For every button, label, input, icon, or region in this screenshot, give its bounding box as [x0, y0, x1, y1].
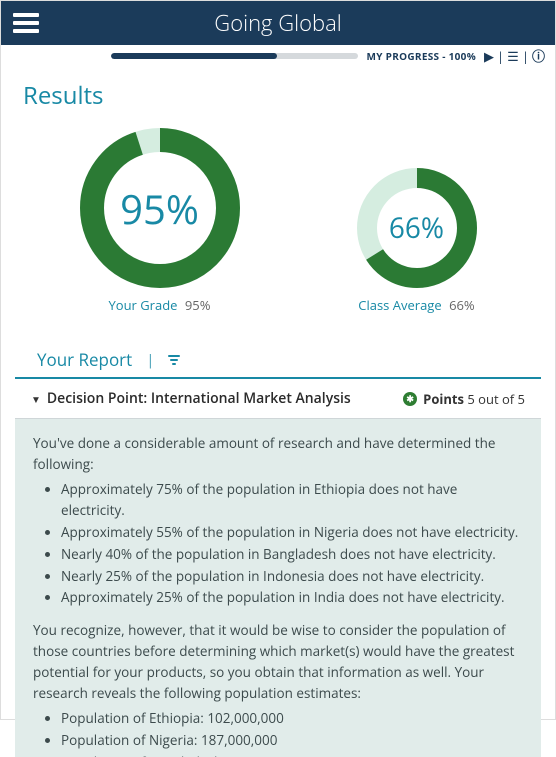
- report-bridge: You recognize, however, that it would be…: [33, 620, 523, 704]
- list-item: Approximately 75% of the population in E…: [61, 479, 523, 521]
- progress-label: MY PROGRESS - 100%: [366, 49, 476, 63]
- report-intro: You've done a considerable amount of res…: [33, 433, 523, 475]
- report-section-header: Your Report |: [15, 338, 541, 379]
- progress-row: MY PROGRESS - 100% ▶ | ☰ | ⓘ: [1, 45, 555, 65]
- app-header: Going Global: [1, 1, 555, 45]
- class-gauge: 66% Class Average 66%: [357, 168, 477, 314]
- decision-point-header[interactable]: ▼ Decision Point: International Market A…: [15, 379, 541, 419]
- divider: |: [497, 50, 504, 63]
- points-bold: Points: [423, 390, 464, 408]
- page-title: Results: [1, 65, 555, 118]
- class-value: 66%: [449, 296, 475, 314]
- grade-label: Your Grade: [108, 296, 177, 314]
- list-item: Population of Ethiopia: 102,000,000: [61, 708, 523, 729]
- info-icon[interactable]: ⓘ: [532, 50, 545, 63]
- findings-list: Approximately 75% of the population in E…: [33, 479, 523, 609]
- points-text: 5 out of 5: [467, 390, 525, 408]
- list-icon[interactable]: ☰: [507, 50, 519, 63]
- class-caption: Class Average 66%: [358, 296, 474, 314]
- populations-list: Population of Ethiopia: 102,000,000Popul…: [33, 708, 523, 757]
- divider: |: [146, 350, 154, 370]
- report-body: You've done a considerable amount of res…: [15, 419, 541, 757]
- filter-icon[interactable]: [168, 354, 180, 366]
- list-item: Population of Bangladesh: 163,000,000: [61, 752, 523, 757]
- play-icon[interactable]: ▶: [484, 50, 494, 63]
- collapse-icon: ▼: [31, 392, 41, 406]
- gauges-section: 95% Your Grade 95% 66% Class Average 66%: [1, 118, 555, 322]
- list-item: Population of Nigeria: 187,000,000: [61, 730, 523, 751]
- progress-bar: [111, 53, 358, 59]
- progress-controls: ▶ | ☰ | ⓘ: [484, 50, 545, 63]
- grade-caption: Your Grade 95%: [108, 296, 210, 314]
- class-label: Class Average: [358, 296, 441, 314]
- points-icon: ✱: [403, 392, 417, 406]
- menu-icon[interactable]: [13, 13, 39, 33]
- points-badge: ✱ Points 5 out of 5: [403, 390, 525, 408]
- list-item: Approximately 25% of the population in I…: [61, 587, 523, 608]
- divider: |: [522, 50, 529, 63]
- list-item: Nearly 25% of the population in Indonesi…: [61, 566, 523, 587]
- list-item: Approximately 55% of the population in N…: [61, 522, 523, 543]
- list-item: Nearly 40% of the population in Banglade…: [61, 544, 523, 565]
- report-title: Your Report: [37, 348, 132, 371]
- header-title: Going Global: [1, 8, 555, 38]
- decision-point-title: Decision Point: International Market Ana…: [47, 389, 351, 408]
- grade-gauge: 95% Your Grade 95%: [80, 128, 240, 314]
- grade-value: 95%: [185, 296, 211, 314]
